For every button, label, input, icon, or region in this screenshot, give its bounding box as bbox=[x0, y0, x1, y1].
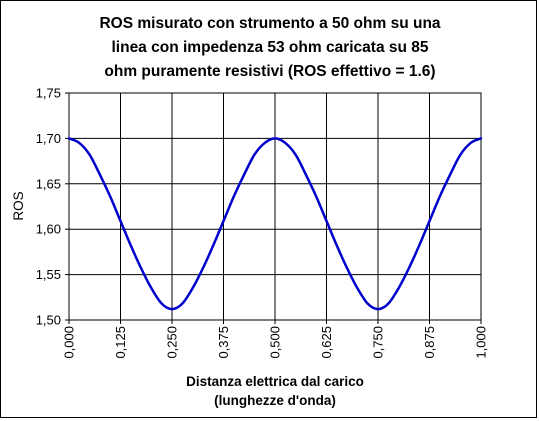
x-tick-label-1: 0,125 bbox=[113, 326, 128, 359]
y-tick-label-0: 1,50 bbox=[36, 313, 61, 328]
y-tick-label-2: 1,60 bbox=[36, 222, 61, 237]
y-tick-label-1: 1,55 bbox=[36, 267, 61, 282]
x-tick-label-7: 0,875 bbox=[422, 326, 437, 359]
x-tick-label-3: 0,375 bbox=[216, 326, 231, 359]
x-axis-label-line-1: Distanza elettrica dal carico bbox=[186, 374, 364, 389]
y-tick-label-4: 1,70 bbox=[36, 131, 61, 146]
chart-title-line-2: linea con impedenza 53 ohm caricata su 8… bbox=[111, 39, 428, 56]
x-tick-label-4: 0,500 bbox=[268, 326, 283, 359]
y-tick-label-5: 1,75 bbox=[36, 86, 61, 101]
chart-title-line-3: ohm puramente resistivi (ROS effettivo =… bbox=[104, 63, 435, 80]
x-tick-label-5: 0,625 bbox=[319, 326, 334, 359]
y-tick-label-3: 1,65 bbox=[36, 176, 61, 191]
chart-title-line-1: ROS misurato con strumento a 50 ohm su u… bbox=[99, 15, 440, 32]
plot-area: 1,50 1,55 1,60 1,65 1,70 1,75 0,000 0,125 0,250 0… bbox=[36, 86, 489, 359]
x-tick-label-0: 0,000 bbox=[62, 326, 77, 359]
x-tick-label-8: 1,000 bbox=[474, 326, 489, 359]
x-tick-label-2: 0,250 bbox=[165, 326, 180, 359]
x-tick-label-6: 0,750 bbox=[371, 326, 386, 359]
x-axis-label-line-2: (lunghezze d'onda) bbox=[214, 393, 336, 408]
y-axis-label: ROS bbox=[11, 191, 26, 220]
series-line-0 bbox=[67, 137, 483, 311]
